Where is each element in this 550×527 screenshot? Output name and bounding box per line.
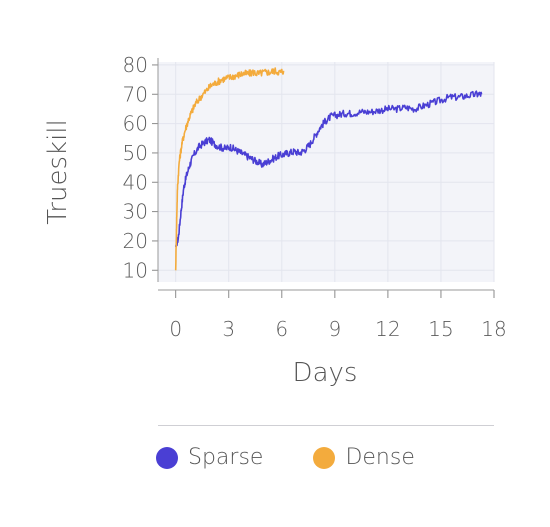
y-tick-label: 50	[123, 141, 148, 165]
x-tick-label: 18	[481, 317, 506, 341]
x-tick-label: 15	[428, 317, 453, 341]
series-line-sparse	[174, 90, 483, 247]
y-tick-label: 20	[123, 229, 148, 253]
legend: Sparse Dense	[156, 445, 465, 470]
legend-label-sparse: Sparse	[188, 445, 264, 470]
y-tick-label: 10	[123, 258, 148, 282]
y-tick-label: 80	[123, 53, 148, 77]
x-tick-label: 12	[375, 317, 400, 341]
legend-item-sparse: Sparse	[156, 445, 263, 470]
y-tick-label: 30	[123, 200, 148, 224]
x-tick-label: 3	[222, 317, 235, 341]
grid-lines	[158, 62, 495, 282]
x-tick-label: 9	[328, 317, 341, 341]
x-tick-label: 6	[275, 317, 288, 341]
legend-swatch-sparse	[156, 446, 178, 469]
plot-area	[158, 62, 494, 282]
y-tick-label: 70	[123, 82, 148, 106]
tick-labels: 10 20 30 40 50 60 70 80 0 3 6 9 12 15 18	[123, 53, 507, 341]
series-line-dense	[174, 67, 285, 271]
legend-item-dense: Dense	[313, 445, 415, 470]
y-tick-label: 40	[123, 170, 148, 194]
y-tick-label: 60	[123, 112, 148, 136]
axes	[152, 58, 495, 298]
legend-divider	[158, 425, 494, 426]
series-lines	[174, 67, 483, 271]
y-axis-label: Trueskill	[43, 119, 73, 225]
x-tick-label: 0	[169, 317, 182, 341]
legend-label-dense: Dense	[345, 445, 415, 470]
x-axis-label: Days	[293, 358, 358, 388]
legend-swatch-dense	[313, 446, 336, 469]
